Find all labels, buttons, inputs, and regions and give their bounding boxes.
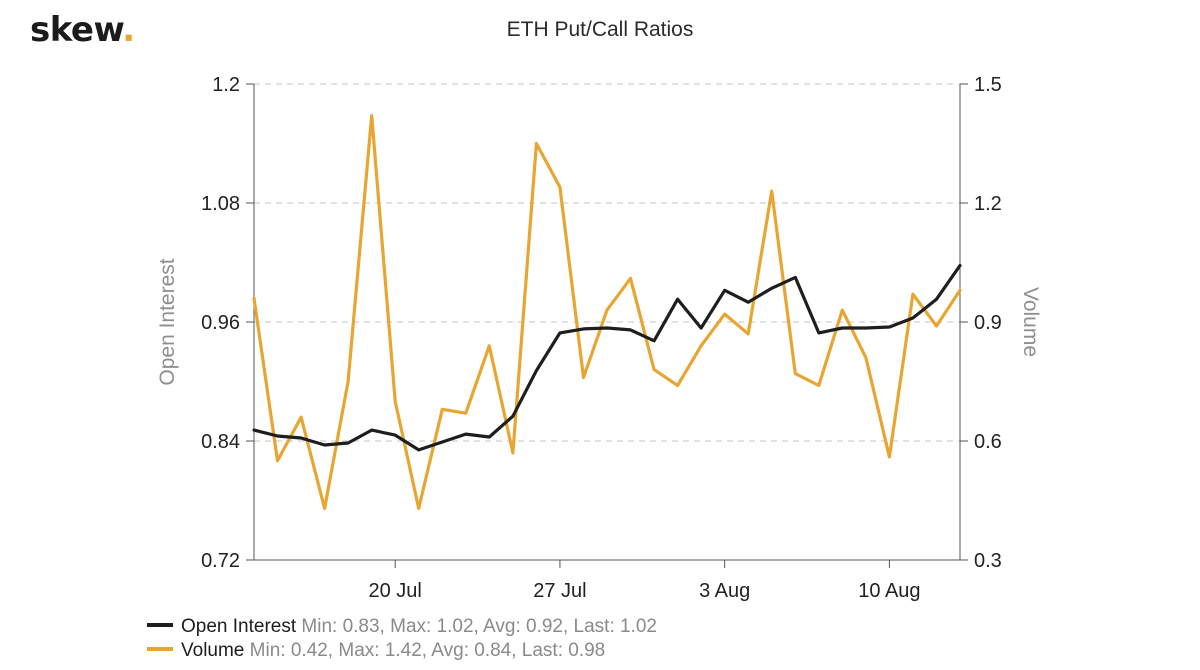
legend-stats-volume: Min: 0.42, Max: 1.42, Avg: 0.84, Last: 0… <box>249 640 606 661</box>
y-right-tick-label: 1.5 <box>974 74 1002 96</box>
y-right-tick-label: 1.2 <box>974 193 1002 215</box>
legend-label-open-interest: Open Interest <box>181 616 297 637</box>
legend-swatch-volume <box>147 646 173 651</box>
y-right-tick-label: 0.6 <box>974 431 1002 453</box>
y-left-tick-label: 1.08 <box>201 193 240 215</box>
brand-name: skew <box>30 10 123 50</box>
brand-logo: skew. <box>30 10 135 50</box>
legend-item-open-interest[interactable]: Open Interest Min: 0.83, Max: 1.02, Avg:… <box>147 616 657 638</box>
brand-dot: . <box>122 10 135 50</box>
x-tick-label: 3 Aug <box>699 580 750 602</box>
legend-item-volume[interactable]: Volume Min: 0.42, Max: 1.42, Avg: 0.84, … <box>147 640 605 662</box>
x-tick-label: 27 Jul <box>533 580 586 602</box>
y-left-tick-label: 1.2 <box>212 74 240 96</box>
y-left-tick-label: 0.72 <box>201 550 240 572</box>
y-right-tick-label: 0.9 <box>974 312 1002 334</box>
legend-stats-open-interest: Min: 0.83, Max: 1.02, Avg: 0.92, Last: 1… <box>301 616 657 637</box>
chart-title: ETH Put/Call Ratios <box>506 18 694 41</box>
legend-swatch-open-interest <box>147 622 173 627</box>
y-left-tick-label: 0.84 <box>201 431 240 453</box>
y-right-tick-label: 0.3 <box>974 550 1002 572</box>
x-tick-label: 20 Jul <box>369 580 422 602</box>
y-left-tick-label: 0.96 <box>201 312 240 334</box>
series-line-open-interest <box>252 263 962 452</box>
series-line-volume <box>252 114 962 510</box>
legend-label-volume: Volume <box>181 640 245 661</box>
x-tick-label: 10 Aug <box>858 580 920 602</box>
